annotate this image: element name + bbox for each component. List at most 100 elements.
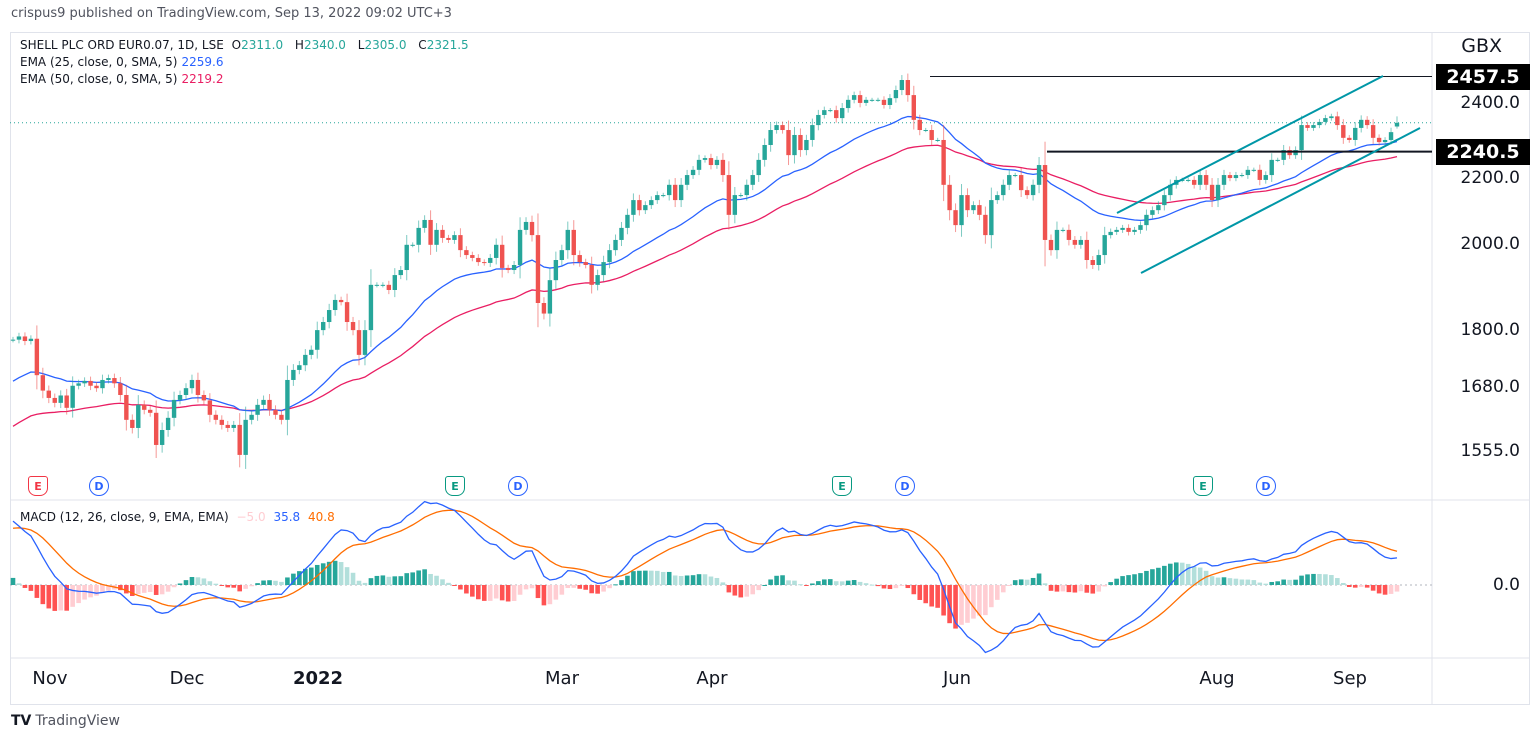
macd-histogram-bar [52, 585, 58, 611]
candle-body [398, 270, 403, 276]
dividend-marker-icon[interactable]: D [508, 476, 528, 496]
macd-histogram-bar [983, 585, 988, 616]
candle-body [434, 229, 439, 245]
candle-body [911, 95, 916, 120]
macd-histogram-bar [10, 577, 16, 585]
candle-body [159, 430, 165, 445]
dividend-marker-icon[interactable]: D [1256, 476, 1276, 496]
candle-body [887, 98, 893, 105]
candle-body [40, 375, 46, 391]
macd-histogram-bar [541, 585, 547, 606]
macd-histogram-bar [297, 571, 302, 585]
candle-body [732, 195, 738, 215]
earnings-marker-icon[interactable]: E [28, 476, 48, 496]
macd-histogram-bar [744, 585, 750, 597]
macd-histogram-bar [720, 582, 726, 585]
macd-histogram-bar [1352, 585, 1358, 588]
macd-histogram-bar [28, 585, 34, 591]
candle-body [559, 250, 565, 261]
macd-histogram-bar [529, 585, 535, 589]
macd-histogram-bar [577, 585, 583, 589]
macd-histogram-bar [195, 577, 201, 585]
macd-histogram-bar [1287, 579, 1292, 585]
x-tick: Nov [32, 668, 68, 689]
candle-body [470, 255, 475, 258]
macd-histogram-bar [1317, 573, 1322, 585]
candle-body [690, 169, 696, 176]
candle-body [899, 80, 905, 91]
y-tick: 2200.0 [1460, 168, 1520, 188]
macd-histogram-bar [1120, 576, 1125, 585]
candle-body [959, 195, 964, 226]
candle-body [1376, 137, 1382, 143]
macd-histogram-bar [434, 575, 439, 585]
macd-histogram-bar [833, 581, 839, 585]
earnings-marker-icon[interactable]: E [445, 476, 465, 496]
macd-histogram-bar [380, 575, 386, 585]
candle-body [1156, 205, 1161, 211]
candle-body [189, 379, 195, 389]
macd-histogram-bar [165, 585, 171, 592]
candle-body [702, 158, 708, 160]
candle-body [798, 134, 803, 151]
candle-body [553, 260, 559, 281]
macd-signal-line [12, 509, 1398, 642]
candle-body [1203, 175, 1209, 185]
candle-body [684, 175, 690, 185]
macd-histogram-bar [1138, 573, 1143, 585]
macd-histogram-bar [1305, 574, 1310, 585]
currency-label: GBX [1461, 35, 1502, 57]
dividend-marker-icon[interactable]: D [895, 476, 915, 496]
candle-body [1227, 175, 1233, 179]
macd-histogram-bar [106, 585, 111, 591]
macd-histogram-bar [58, 585, 64, 611]
candle-body [392, 275, 397, 290]
candle-body [124, 394, 129, 420]
dividend-marker-icon[interactable]: D [89, 476, 109, 496]
candle-body [1090, 260, 1095, 266]
candle-body [1299, 125, 1304, 151]
macd-histogram-bar [571, 585, 577, 588]
macd-histogram-bar [481, 585, 487, 601]
earnings-marker-icon[interactable]: E [832, 476, 852, 496]
macd-histogram-bar [643, 570, 648, 585]
macd-histogram-bar [654, 570, 660, 585]
macd-histogram-bar [1185, 563, 1191, 585]
macd-histogram-bar [1066, 585, 1072, 593]
macd-histogram-bar [1335, 578, 1340, 585]
macd-histogram-bar [1072, 585, 1078, 593]
earnings-marker-icon[interactable]: E [1193, 476, 1213, 496]
tradingview-logo[interactable]: TV TradingView [11, 713, 120, 729]
macd-histogram-bar [1054, 585, 1060, 592]
macd-histogram-bar [977, 585, 982, 616]
macd-histogram-bar [1156, 567, 1161, 585]
candle-body [153, 412, 159, 445]
candle-body [1269, 159, 1274, 176]
candle-body [529, 221, 535, 236]
candle-body [983, 214, 988, 236]
candle-body [458, 235, 463, 251]
candle-body [100, 379, 105, 389]
macd-histogram-bar [792, 580, 797, 585]
candle-body [661, 195, 666, 197]
candle-body [1018, 175, 1024, 191]
candle-body [965, 195, 970, 211]
macd-histogram-bar [816, 581, 821, 585]
candle-body [386, 284, 392, 290]
macd-histogram-bar [965, 585, 970, 623]
macd-histogram-bar [601, 585, 606, 592]
candle-body [380, 284, 386, 286]
x-tick: Sep [1333, 668, 1367, 689]
candle-body [1341, 125, 1346, 138]
macd-histogram-bar [219, 585, 225, 586]
candle-body [1126, 227, 1131, 232]
candle-body [1359, 119, 1364, 128]
macd-histogram-bar [1197, 567, 1203, 585]
candle-body [1323, 118, 1328, 122]
macd-histogram-bar [350, 572, 356, 585]
macd-histogram-bar [76, 585, 81, 604]
macd-histogram-bar [1108, 582, 1113, 585]
price-tag-resistance: 2457.5 [1436, 64, 1530, 90]
candle-body [1215, 184, 1221, 201]
